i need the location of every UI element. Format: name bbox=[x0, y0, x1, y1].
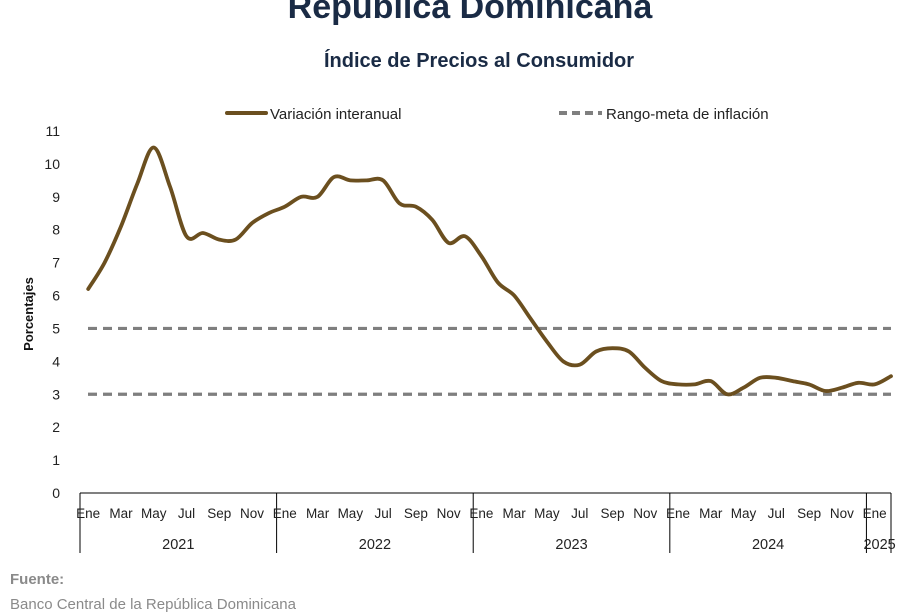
y-tick-label: 10 bbox=[44, 156, 60, 172]
y-axis-ticks: 0 1 2 3 4 5 6 7 8 9 10 11 bbox=[44, 123, 60, 501]
y-tick-label: 8 bbox=[52, 222, 60, 238]
chart-title: República Dominicana bbox=[287, 0, 653, 26]
y-tick-label: 4 bbox=[52, 353, 60, 369]
x-year-label: 2022 bbox=[359, 537, 391, 553]
x-year-label: 2024 bbox=[752, 537, 784, 553]
y-tick-label: 0 bbox=[52, 485, 60, 501]
x-tick-label: Sep bbox=[404, 506, 428, 521]
x-year-label: 2021 bbox=[162, 537, 194, 553]
y-tick-label: 7 bbox=[52, 255, 60, 271]
x-year-label: 2025 bbox=[863, 537, 895, 553]
series-layer bbox=[86, 145, 893, 397]
x-tick-label: Sep bbox=[600, 506, 624, 521]
x-year-label: 2023 bbox=[555, 537, 587, 553]
y-tick-label: 5 bbox=[52, 320, 60, 336]
x-tick-label: Mar bbox=[503, 506, 527, 521]
x-tick-label: Mar bbox=[306, 506, 330, 521]
x-tick-label: Ene bbox=[863, 506, 887, 521]
x-tick-label: Sep bbox=[797, 506, 821, 521]
x-tick-label: Nov bbox=[437, 506, 461, 521]
x-tick-label: Nov bbox=[830, 506, 854, 521]
x-tick-label: Jul bbox=[571, 506, 588, 521]
source-label: Fuente: bbox=[10, 571, 65, 588]
x-tick-label: Sep bbox=[207, 506, 231, 521]
line-chart: Variación interanual Rango-meta de infla… bbox=[21, 106, 896, 553]
x-tick-label: Ene bbox=[273, 506, 297, 521]
source-text: Banco Central de la República Dominicana bbox=[10, 596, 296, 613]
y-axis-title: Porcentajes bbox=[21, 277, 36, 351]
legend: Variación interanual Rango-meta de infla… bbox=[225, 106, 769, 123]
x-tick-label: May bbox=[534, 506, 560, 521]
x-tick-label: Mar bbox=[699, 506, 723, 521]
y-tick-label: 1 bbox=[52, 452, 60, 468]
x-tick-label: May bbox=[141, 506, 167, 521]
legend-label-rango-meta: Rango-meta de inflación bbox=[606, 106, 769, 123]
x-tick-label: Ene bbox=[666, 506, 690, 521]
x-tick-label: Jul bbox=[374, 506, 391, 521]
x-tick-label: May bbox=[731, 506, 757, 521]
x-axis: Ene Mar May Jul Sep Nov Ene Mar May Jul Sep Nov Ene M… bbox=[76, 492, 896, 553]
x-tick-label: Ene bbox=[469, 506, 493, 521]
x-tick-label: Jul bbox=[768, 506, 785, 521]
x-tick-label: Nov bbox=[633, 506, 657, 521]
series-line-variacion-interanual bbox=[86, 145, 893, 397]
x-tick-label: Jul bbox=[178, 506, 195, 521]
chart-subtitle: Índice de Precios al Consumidor bbox=[323, 50, 635, 72]
target-range-lines bbox=[88, 326, 891, 396]
x-tick-label: Mar bbox=[109, 506, 133, 521]
x-tick-label: Nov bbox=[240, 506, 264, 521]
y-tick-label: 9 bbox=[52, 189, 60, 205]
y-tick-label: 11 bbox=[45, 123, 60, 139]
x-tick-label: Ene bbox=[76, 506, 100, 521]
y-tick-label: 2 bbox=[52, 419, 60, 435]
legend-label-variacion: Variación interanual bbox=[270, 106, 401, 123]
x-tick-label: May bbox=[338, 506, 364, 521]
y-tick-label: 3 bbox=[52, 386, 60, 402]
y-tick-label: 6 bbox=[52, 288, 60, 304]
